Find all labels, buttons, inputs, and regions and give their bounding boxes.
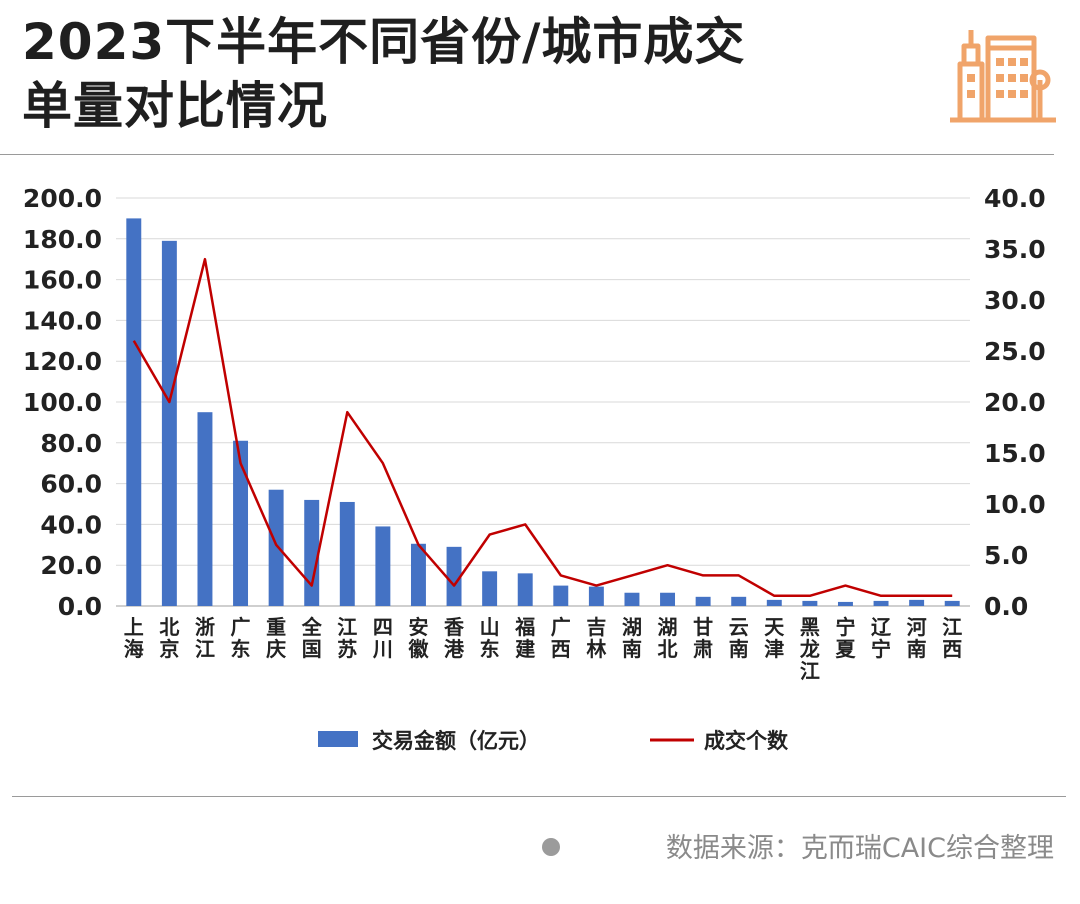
header-divider: [0, 154, 1054, 155]
category-label: 江西: [942, 615, 962, 661]
category-label: 宁夏: [835, 615, 856, 661]
bar: [624, 592, 640, 606]
left-tick-label: 120.0: [23, 347, 102, 376]
bar: [446, 546, 462, 606]
category-label: 浙江: [195, 615, 215, 661]
bar-line-chart: 0.0 20.0 40.0 60.0 80.0 100.0 120.0 140.0 160.0 1…: [23, 184, 1046, 753]
bar: [410, 543, 426, 606]
bar: [517, 573, 533, 606]
bar: [695, 596, 711, 606]
category-label: 重庆: [266, 615, 286, 661]
dot-icon: [542, 838, 560, 856]
bar: [375, 526, 391, 606]
category-label: 广东: [231, 615, 251, 661]
bar: [873, 600, 889, 606]
chart-title: 2023下半年不同省份/城市成交 单量对比情况: [22, 10, 745, 138]
left-tick-label: 160.0: [23, 266, 102, 295]
legend-label-line: 成交个数: [704, 729, 789, 753]
bar: [660, 592, 676, 606]
category-label: 吉林: [586, 615, 606, 661]
category-label: 山东: [480, 615, 500, 661]
right-tick-label: 5.0: [984, 541, 1028, 570]
right-tick-label: 35.0: [984, 235, 1046, 264]
right-tick-label: 40.0: [984, 184, 1046, 213]
legend-swatch-bar: [318, 731, 358, 747]
left-tick-label: 200.0: [23, 184, 102, 213]
footer-divider: [12, 796, 1066, 797]
bar: [802, 600, 818, 606]
bar: [233, 440, 249, 606]
category-label: 黑龙江: [800, 615, 820, 683]
category-label: 湖北: [658, 615, 678, 661]
bar: [553, 585, 569, 606]
bar: [126, 218, 142, 606]
category-label: 四川: [372, 615, 393, 661]
right-tick-label: 20.0: [984, 388, 1046, 417]
right-tick-label: 0.0: [984, 592, 1028, 621]
left-tick-label: 80.0: [40, 429, 102, 458]
category-label: 上海: [124, 615, 144, 661]
bar: [731, 596, 747, 606]
left-tick-label: 0.0: [58, 592, 102, 621]
category-label: 北京: [159, 615, 179, 661]
category-label: 河南: [907, 615, 927, 661]
left-tick-label: 40.0: [40, 510, 102, 539]
bar: [837, 601, 853, 606]
category-label: 江苏: [337, 615, 357, 661]
bar: [161, 240, 177, 606]
city-buildings-icon: [950, 30, 1056, 123]
right-tick-label: 30.0: [984, 286, 1046, 315]
right-tick-label: 25.0: [984, 337, 1046, 366]
category-label: 福建: [514, 615, 535, 661]
category-label: 香港: [444, 615, 465, 661]
bar: [909, 599, 925, 606]
category-label: 天津: [764, 615, 785, 661]
series-line: [132, 257, 953, 598]
category-label: 湖南: [622, 615, 642, 661]
left-tick-label: 100.0: [23, 388, 102, 417]
bar: [339, 501, 355, 606]
bar: [766, 599, 782, 606]
bar: [588, 586, 604, 606]
category-label: 全国: [301, 615, 323, 661]
title-line-1: 2023下半年不同省份/城市成交: [22, 13, 746, 71]
bar: [268, 489, 284, 606]
bar: [197, 412, 213, 606]
bar: [482, 571, 498, 606]
legend-label-bar: 交易金额（亿元）: [372, 729, 540, 753]
left-tick-label: 140.0: [23, 306, 102, 335]
right-tick-label: 15.0: [984, 439, 1046, 468]
bar: [304, 499, 320, 606]
category-label: 广西: [551, 615, 571, 661]
left-tick-label: 60.0: [40, 470, 102, 499]
bar: [944, 600, 960, 606]
source-note: 数据来源：克而瑞CAIC综合整理: [665, 833, 1054, 864]
category-label: 云南: [729, 615, 749, 661]
category-label: 甘肃: [693, 615, 713, 661]
left-tick-label: 180.0: [23, 225, 102, 254]
category-label: 安徽: [407, 615, 429, 661]
title-line-2: 单量对比情况: [22, 77, 328, 135]
left-tick-label: 20.0: [40, 551, 102, 580]
category-label: 辽宁: [871, 615, 892, 661]
right-tick-label: 10.0: [984, 490, 1046, 519]
